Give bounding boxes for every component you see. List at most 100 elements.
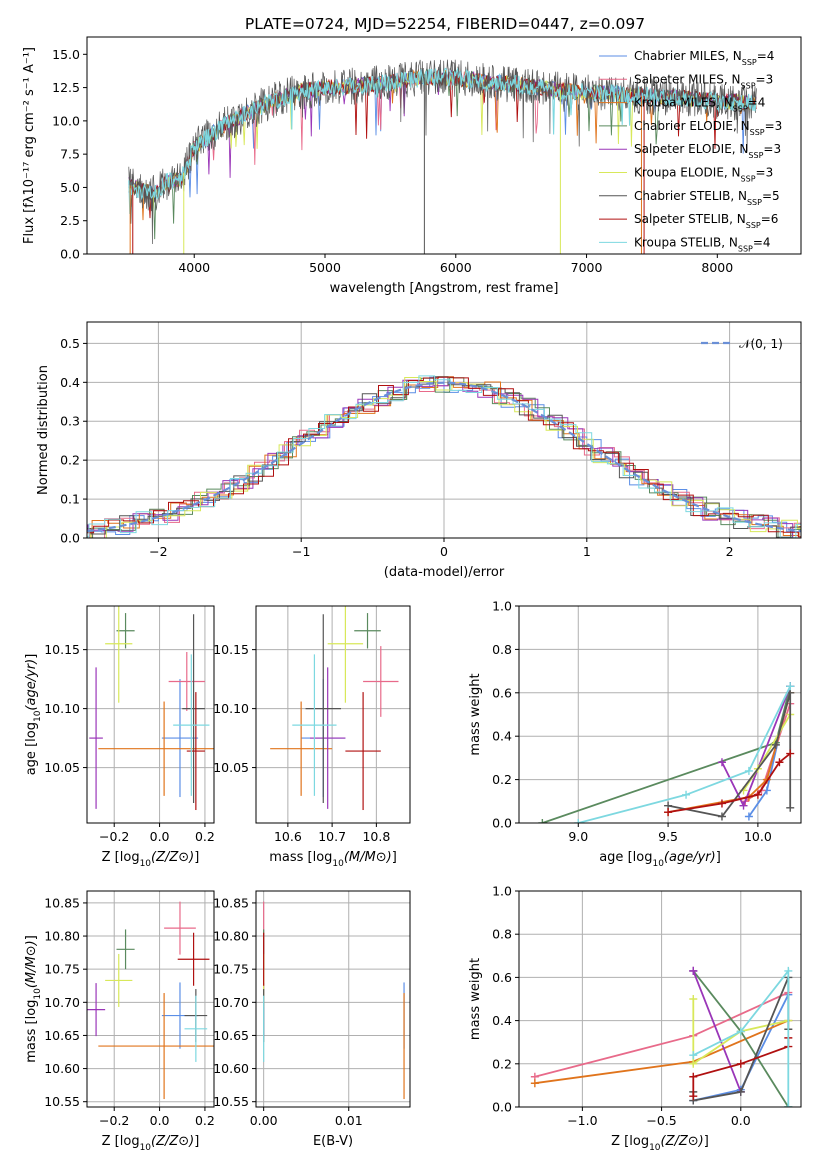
- y-tick-label: 10.05: [213, 760, 249, 775]
- marker-chabrier-miles: [744, 812, 753, 821]
- x-tick-label: −0.5: [646, 1113, 676, 1128]
- y-tick-label: 0.4: [60, 375, 80, 390]
- y-tick-label: 10.70: [44, 995, 80, 1010]
- histogram-chabrier-stelib: [87, 376, 801, 538]
- y-tick-label: 0.2: [60, 453, 80, 468]
- x-tick-label: 9.0: [568, 829, 588, 844]
- panel-mass-vs-z: −0.2 0.0 0.2 10.55 10.60 10.65 10.70 10.75 10.80…: [24, 890, 215, 1153]
- marker-kroupa-miles: [530, 1079, 539, 1088]
- y-tick-label: 0.4: [492, 1013, 512, 1028]
- marker-salpeter-stelib: [775, 758, 784, 767]
- line-kroupa-elodie: [692, 999, 789, 1066]
- legend: 𝒩(0, 1): [701, 337, 783, 351]
- plot-area: [87, 375, 801, 538]
- y-tick-label: 10.15: [213, 642, 249, 657]
- y-tick-label: 0.0: [492, 816, 512, 831]
- y-tick-label: 0.1: [60, 492, 80, 507]
- errorbar-salpeter-elodie: [309, 667, 346, 809]
- y-tick-label: 10.0: [52, 113, 80, 128]
- y-tick-label: 0.3: [60, 414, 80, 429]
- errorbar-chabrier-elodie: [354, 613, 381, 649]
- legend-label-kroupa-stelib: Kroupa STELIB, NSSP=4: [634, 235, 771, 253]
- grid: [256, 606, 410, 823]
- legend-label-chabrier-elodie: Chabrier ELODIE, NSSP=3: [634, 119, 782, 137]
- x-tick-label: 0: [440, 544, 448, 559]
- line-kroupa-stelib: [692, 968, 790, 1107]
- legend-label-salpeter-elodie: Salpeter ELODIE, NSSP=3: [634, 142, 781, 160]
- spectrum-kroupa-stelib: [128, 67, 757, 215]
- plot-area: [89, 606, 214, 811]
- x-axis-label: wavelength [Angstrom, rest frame]: [330, 281, 559, 296]
- plot-area: [263, 901, 405, 1100]
- y-tick-label: 10.55: [213, 1094, 249, 1109]
- line-salpeter-elodie: [692, 970, 742, 1093]
- y-axis-label: Normed distribution: [36, 365, 51, 495]
- errorbar-salpeter-miles: [164, 901, 196, 955]
- errorbar-salpeter-stelib: [186, 692, 205, 811]
- axis-ticks: −0.2 0.0 0.2 10.55 10.60 10.65 10.70 10.75 10.80…: [44, 895, 215, 1128]
- y-tick-label: 10.65: [44, 1028, 80, 1043]
- axis-ticks: 9.0 9.5 10.0 0.0 0.2 0.4 0.6 0.8 1.0: [492, 599, 772, 845]
- errorbar-kroupa-stelib: [292, 654, 337, 796]
- marker-kroupa-elodie: [689, 1059, 698, 1068]
- normal-curve: [87, 381, 801, 533]
- axes-frame: [86, 605, 215, 824]
- marker-salpeter-stelib: [689, 1072, 698, 1081]
- y-tick-label: 0.0: [492, 1100, 512, 1115]
- errorbar-salpeter-miles: [168, 651, 205, 711]
- marker-salpeter-stelib: [736, 1059, 745, 1068]
- y-tick-label: 0.8: [492, 927, 512, 942]
- legend-label-chabrier-stelib: Chabrier STELIB, NSSP=5: [634, 189, 780, 207]
- plot-area: [530, 966, 793, 1107]
- y-tick-label: 10.80: [213, 929, 249, 944]
- axes-frame: [86, 36, 802, 255]
- marker-chabrier-elodie: [538, 819, 547, 823]
- y-axis-label: mass weight: [468, 958, 483, 1040]
- marker-chabrier-stelib: [717, 812, 726, 821]
- panel-residuals: 𝒩(0, 1) −2 −1 0 1 2 0.0 0.1 0.2 0.3 0.4 0.5 (data-mo…: [36, 321, 802, 580]
- x-tick-label: 10.6: [274, 829, 302, 844]
- legend: Chabrier MILES, NSSP=4 Salpeter MILES, NS…: [599, 49, 782, 253]
- line-kroupa-stelib: [578, 685, 792, 823]
- errorbar-kroupa-miles: [98, 993, 214, 1100]
- axes-frame: [86, 890, 215, 1108]
- x-tick-label: 6000: [440, 260, 472, 275]
- panel-weight-vs-z: −1.0 −0.5 0.0 0.0 0.2 0.4 0.6 0.8 1.0 Z [log10(Z/…: [468, 884, 802, 1153]
- y-tick-label: 10.65: [213, 1028, 249, 1043]
- grid: [256, 891, 410, 1107]
- x-axis-label: (data-model)/error: [384, 565, 505, 580]
- errorbar-chabrier-elodie: [116, 613, 135, 649]
- marker-salpeter-stelib: [786, 749, 795, 758]
- panel-spectrum: Chabrier MILES, NSSP=4 Salpeter MILES, NS…: [22, 36, 802, 296]
- y-tick-label: 15.0: [52, 47, 80, 62]
- x-tick-label: 9.5: [658, 829, 678, 844]
- legend-label-salpeter-miles: Salpeter MILES, NSSP=3: [634, 72, 773, 90]
- marker-salpeter-elodie: [739, 801, 748, 810]
- y-tick-label: 0.2: [492, 1056, 512, 1071]
- y-tick-label: 10.70: [213, 995, 249, 1010]
- marker-salpeter-stelib: [664, 808, 673, 817]
- errorbar-kroupa-elodie: [327, 606, 364, 703]
- errorbar-kroupa-stelib: [184, 995, 208, 1062]
- x-tick-label: −0.2: [99, 829, 129, 844]
- y-tick-label: 10.55: [44, 1094, 80, 1109]
- y-axis-label: age [log10(age/yr)]: [24, 654, 43, 776]
- x-tick-label: 8000: [701, 260, 733, 275]
- x-tick-label: 7000: [571, 260, 603, 275]
- errorbar-kroupa-miles: [270, 701, 333, 796]
- marker-kroupa-stelib: [682, 790, 691, 799]
- x-tick-label: 10.8: [362, 829, 390, 844]
- errorbar-kroupa-elodie: [105, 953, 133, 1007]
- x-tick-label: −1.0: [567, 1113, 597, 1128]
- y-tick-label: 10.75: [44, 962, 80, 977]
- x-axis-label: mass [log10(M/M⊙)]: [269, 850, 397, 869]
- plot-area: [538, 682, 795, 823]
- y-tick-label: 10.15: [44, 642, 80, 657]
- marker-salpeter-stelib: [717, 799, 726, 808]
- panel-mass-vs-ebv: 0.00 0.01 10.55 10.60 10.65 10.70 10.75 10.80 10…: [213, 890, 411, 1149]
- errorbar-salpeter-stelib: [177, 932, 210, 986]
- y-tick-label: 10.10: [44, 701, 80, 716]
- marker-salpeter-stelib: [689, 1092, 698, 1101]
- panel-weight-vs-age: 9.0 9.5 10.0 0.0 0.2 0.4 0.6 0.8 1.0 age [log10(a…: [468, 599, 802, 869]
